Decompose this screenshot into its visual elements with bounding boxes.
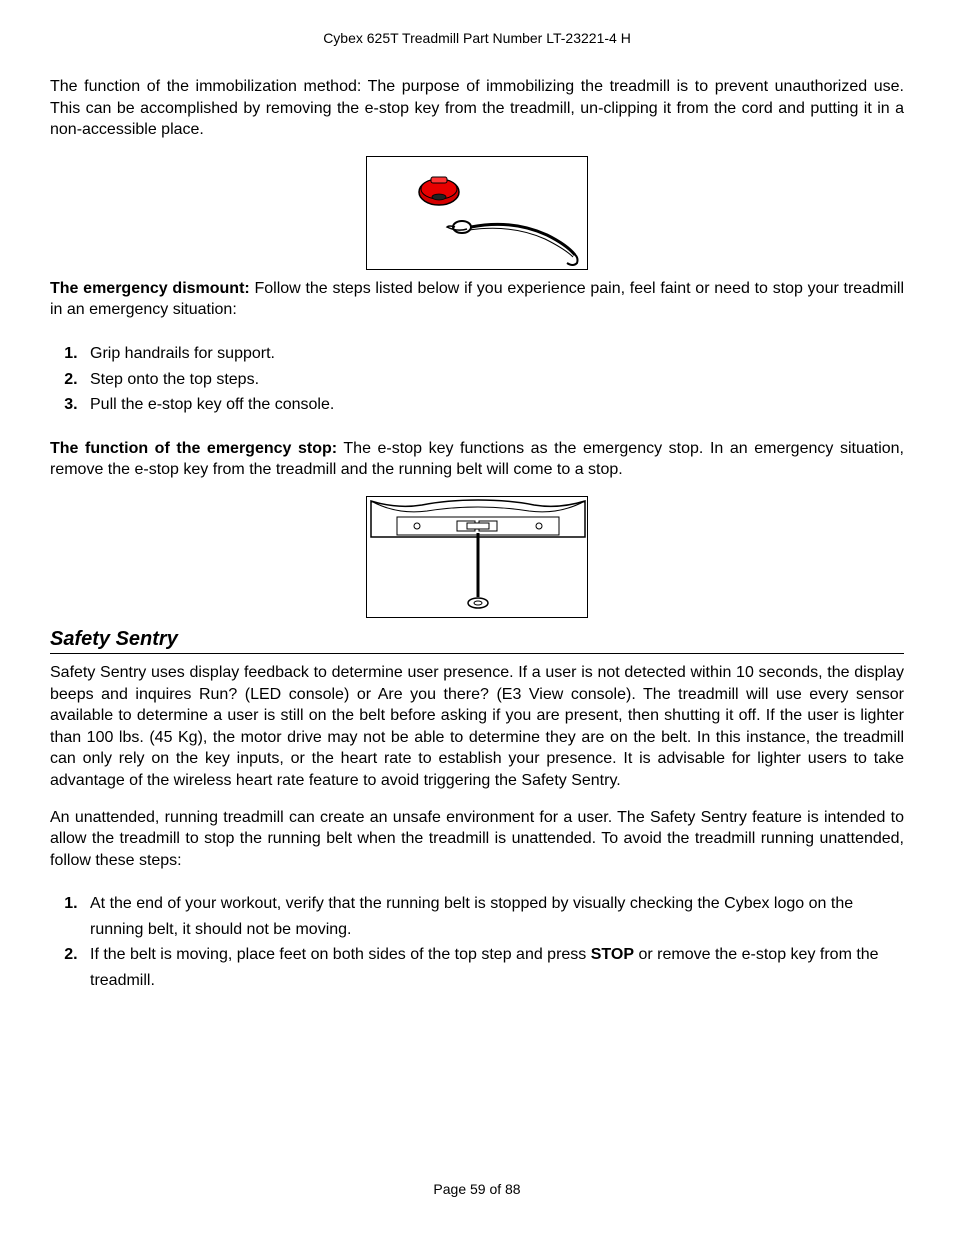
safety-sentry-heading: Safety Sentry	[50, 628, 904, 654]
page: Cybex 625T Treadmill Part Number LT-2322…	[0, 0, 954, 1235]
console-illustration	[367, 497, 589, 619]
list-item: If the belt is moving, place feet on bot…	[82, 942, 904, 993]
figure-1-frame	[366, 156, 588, 270]
list-item: Pull the e-stop key off the console.	[82, 392, 904, 418]
list-item: Step onto the top steps.	[82, 367, 904, 393]
figure-1-container	[50, 156, 904, 270]
sentry-paragraph-2: An unattended, running treadmill can cre…	[50, 807, 904, 872]
dismount-paragraph: The emergency dismount: Follow the steps…	[50, 278, 904, 321]
dismount-label: The emergency dismount:	[50, 280, 250, 297]
estop-paragraph: The function of the emergency stop: The …	[50, 438, 904, 481]
sentry-steps-list: At the end of your workout, verify that …	[50, 891, 904, 993]
dismount-steps-list: Grip handrails for support.Step onto the…	[50, 341, 904, 418]
list-item: At the end of your workout, verify that …	[82, 891, 904, 942]
page-header: Cybex 625T Treadmill Part Number LT-2322…	[50, 30, 904, 46]
estop-label: The function of the emergency stop:	[50, 440, 337, 457]
figure-2-container	[50, 496, 904, 618]
sentry-paragraph-1: Safety Sentry uses display feedback to d…	[50, 662, 904, 792]
page-footer: Page 59 of 88	[0, 1181, 954, 1197]
figure-2-frame	[366, 496, 588, 618]
list-item: Grip handrails for support.	[82, 341, 904, 367]
estop-key-illustration	[367, 157, 589, 271]
intro-paragraph: The function of the immobilization metho…	[50, 76, 904, 141]
